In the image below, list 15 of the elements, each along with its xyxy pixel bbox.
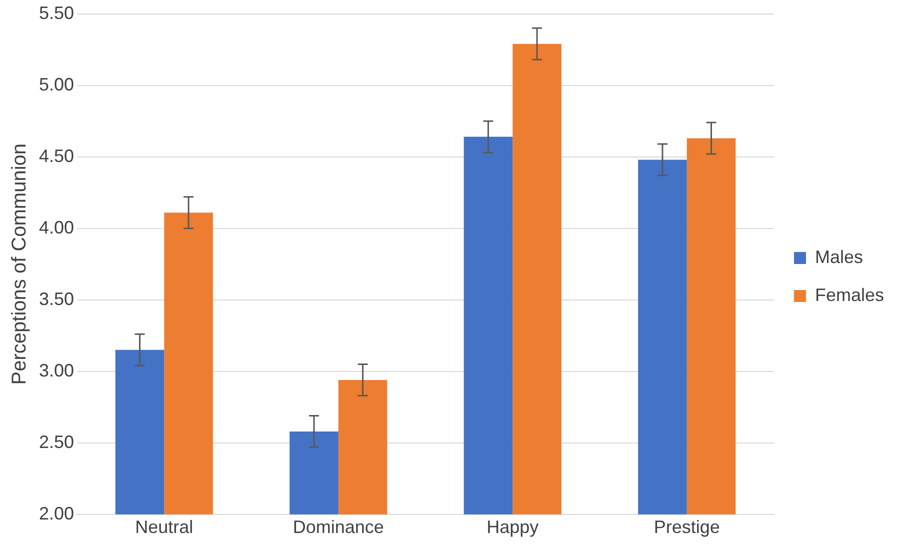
y-tick-label: 2.00 — [38, 503, 74, 524]
y-tick-label: 4.00 — [38, 217, 74, 238]
legend-label: Females — [814, 284, 884, 305]
y-tick-label: 2.50 — [38, 432, 74, 452]
x-tick-label: Prestige — [654, 517, 720, 538]
y-tick-label: 5.50 — [38, 2, 74, 23]
x-tick-label: Happy — [486, 517, 539, 538]
x-tick-label: Neutral — [135, 517, 194, 538]
y-tick-label: 3.00 — [38, 360, 74, 380]
legend-label: Males — [814, 246, 863, 267]
y-tick-label: 5.00 — [38, 74, 74, 94]
y-tick-label: 3.50 — [38, 288, 74, 309]
x-tick-label: Dominance — [292, 517, 384, 538]
y-axis-title: Perceptions of Communion — [8, 143, 31, 385]
y-tick-label: 4.50 — [38, 146, 74, 166]
